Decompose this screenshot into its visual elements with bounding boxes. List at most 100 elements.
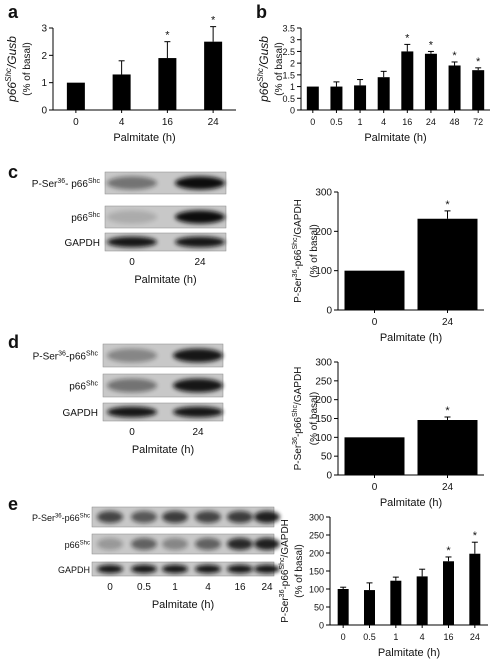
y-tick-label-c: 0 [326, 306, 332, 317]
y-axis-sublabel-d: (% of basal) [309, 392, 320, 445]
y-tick-label-c: 200 [315, 227, 332, 238]
y-tick-label-e: 0 [319, 621, 324, 631]
blot-row-label-c: P-Ser36- p66Shc [32, 178, 101, 190]
x-tick-label-e: 16 [443, 632, 453, 642]
x-tick-label-b: 16 [402, 117, 412, 127]
x-tick-label-c: 24 [442, 317, 454, 328]
x-axis-label-b: Palmitate (h) [364, 132, 426, 144]
y-tick-label-b: 1.5 [282, 70, 295, 80]
y-tick-label-b: 0 [290, 106, 295, 116]
blot-row-label-e: P-Ser36-p66Shc [32, 513, 90, 523]
significance-star-d: * [445, 405, 450, 417]
panel-label-c: c [8, 162, 18, 182]
x-tick-label-b: 72 [473, 117, 483, 127]
blot-band-e [254, 564, 280, 574]
blot-band-e [97, 538, 123, 550]
x-tick-label-d: 0 [372, 482, 378, 493]
blot-band-c [175, 210, 225, 224]
bar-b [377, 77, 390, 110]
y-tick-label-e: 50 [314, 603, 324, 613]
panel-label-b: b [256, 2, 267, 22]
blot-lane-label-d: 0 [129, 427, 135, 438]
bar-c [417, 218, 478, 310]
y-tick-label-d: 100 [315, 433, 332, 444]
x-tick-label-c: 0 [372, 317, 378, 328]
blot-band-d [173, 348, 223, 363]
bar-b [306, 86, 319, 110]
significance-star-b: * [405, 32, 410, 44]
y-tick-label-a: 2 [41, 51, 47, 62]
blot-band-e [131, 538, 157, 550]
bar-e [390, 580, 402, 625]
x-tick-label-e: 0 [341, 632, 346, 642]
blot-band-c [175, 176, 225, 190]
blot-band-e [254, 511, 280, 523]
blot-lane-label-e: 24 [261, 582, 273, 593]
y-tick-label-d: 150 [315, 414, 332, 425]
y-tick-label-e: 200 [309, 549, 324, 559]
panel-label-d: d [8, 332, 19, 352]
blot-band-e [227, 538, 253, 550]
bar-d [344, 437, 405, 475]
bar-e [443, 561, 454, 625]
x-tick-label-b: 0 [310, 117, 315, 127]
y-tick-label-c: 100 [315, 266, 332, 277]
y-axis-label-b: p66Shc/Gusb [256, 36, 271, 103]
x-tick-label-a: 4 [119, 117, 125, 128]
bar-b [472, 70, 485, 110]
bar-b [354, 85, 367, 110]
blot-x-label-e: Palmitate (h) [152, 599, 214, 611]
y-axis-sublabel-b: (% of basal) [274, 42, 285, 95]
y-tick-label-e: 150 [309, 567, 324, 577]
blot-lane-label-e: 16 [234, 582, 246, 593]
x-tick-label-b: 48 [450, 117, 460, 127]
x-tick-label-e: 4 [420, 632, 425, 642]
y-tick-label-b: 1 [290, 82, 295, 92]
bar-a [158, 58, 177, 110]
blot-lane-label-e: 4 [205, 582, 211, 593]
y-tick-label-b: 3 [290, 35, 295, 45]
bar-e [337, 589, 349, 625]
x-tick-label-b: 0.5 [330, 117, 343, 127]
y-tick-label-d: 0 [326, 471, 332, 482]
significance-star-a: * [211, 15, 216, 27]
x-axis-label-d: Palmitate (h) [380, 497, 442, 509]
panel-label-e: e [8, 494, 18, 514]
bar-e [469, 553, 481, 625]
bar-b [401, 51, 414, 110]
y-axis-label-c: P-Ser36-p66Shc/GAPDH [292, 199, 304, 303]
blot-band-e [97, 511, 123, 523]
blot-band-e [97, 564, 123, 574]
blot-row-label-d: p66Shc [69, 381, 98, 393]
blot-lane-label-c: 0 [129, 257, 135, 268]
blot-band-c [107, 236, 157, 248]
x-tick-label-e: 24 [470, 632, 480, 642]
blot-band-e [195, 538, 221, 550]
significance-star-e: * [446, 545, 451, 557]
blot-band-e [254, 538, 280, 550]
x-axis-label-e: Palmitate (h) [378, 647, 440, 659]
blot-x-label-c: Palmitate (h) [134, 274, 196, 286]
blot-band-e [162, 564, 188, 574]
blot-band-e [131, 564, 157, 574]
blot-band-e [195, 564, 221, 574]
blot-band-c [107, 210, 157, 224]
y-axis-label-d: P-Ser36-p66Shc/GAPDH [292, 367, 304, 471]
blot-lane-label-d: 24 [192, 427, 204, 438]
blot-band-e [162, 511, 188, 523]
y-tick-label-b: 3.5 [282, 24, 295, 34]
y-tick-label-a: 0 [41, 106, 47, 117]
y-tick-label-b: 2.5 [282, 47, 295, 57]
blot-x-label-d: Palmitate (h) [132, 444, 194, 456]
x-tick-label-a: 24 [208, 117, 220, 128]
y-axis-sublabel-c: (% of basal) [309, 224, 320, 277]
x-tick-label-b: 4 [381, 117, 386, 127]
y-axis-label-e: P-Ser36-p66Shc/GAPDH [279, 519, 291, 623]
y-axis-label-a: p66Shc/Gusb [4, 36, 19, 103]
x-tick-label-a: 16 [162, 117, 174, 128]
blot-band-d [173, 406, 223, 418]
blot-row-label-c: p66Shc [71, 212, 100, 224]
significance-star-a: * [165, 30, 170, 42]
